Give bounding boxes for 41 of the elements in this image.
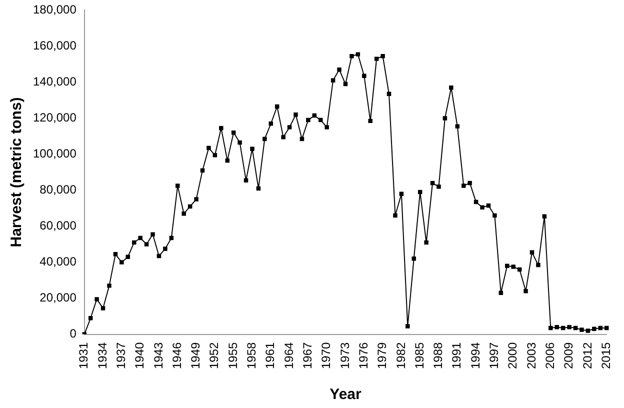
y-tick-label: 0 xyxy=(70,326,77,341)
x-tick-label: 1940 xyxy=(132,342,147,370)
x-tick-label: 1961 xyxy=(263,342,278,370)
x-tick-label: 1934 xyxy=(95,342,110,370)
x-tick-label: 2003 xyxy=(524,342,538,370)
y-tick-label: 180,000 xyxy=(32,2,77,17)
x-tick-label: 1958 xyxy=(244,342,259,370)
y-tick-label: 140,000 xyxy=(32,74,77,89)
y-tick-label: 160,000 xyxy=(32,38,77,53)
x-tick-label: 1943 xyxy=(151,342,166,370)
x-tick-label: 1955 xyxy=(226,342,240,370)
x-tick-label: 1976 xyxy=(356,342,370,370)
x-tick-label: 1982 xyxy=(394,342,408,370)
x-tick-label: 2012 xyxy=(580,342,594,370)
x-tick-label: 1970 xyxy=(319,342,334,370)
x-tick-label: 1988 xyxy=(431,342,446,370)
x-tick-label: 1991 xyxy=(450,342,464,370)
x-tick-label: 1994 xyxy=(468,342,482,370)
x-axis-title: Year xyxy=(330,386,362,404)
x-tick-label: 2006 xyxy=(542,342,557,370)
y-tick-label: 80,000 xyxy=(40,182,77,197)
y-tick-label: 120,000 xyxy=(32,110,77,125)
x-tick-label: 2009 xyxy=(562,342,576,370)
x-tick-label: 1931 xyxy=(76,342,91,370)
x-tick-label: 1979 xyxy=(375,342,390,370)
x-tick-label: 1985 xyxy=(412,342,426,370)
x-tick-label: 1949 xyxy=(188,342,203,370)
x-tick-label: 1997 xyxy=(487,342,502,370)
y-tick-label: 40,000 xyxy=(40,254,77,269)
x-tick-label: 1964 xyxy=(282,342,296,370)
x-tick-label: 1967 xyxy=(300,342,314,370)
x-tick-label: 1937 xyxy=(114,342,128,370)
x-tick-label: 1952 xyxy=(207,342,222,370)
y-axis-title: Harvest (metric tons) xyxy=(8,97,26,248)
x-tick-label: 2000 xyxy=(506,342,520,370)
y-tick-label: 20,000 xyxy=(40,290,77,305)
x-tick-label: 2015 xyxy=(598,342,613,370)
x-tick-label: 1946 xyxy=(170,342,184,370)
x-tick-label: 1973 xyxy=(338,342,352,370)
y-tick-label: 100,000 xyxy=(32,146,77,161)
y-tick-label: 60,000 xyxy=(40,218,77,233)
